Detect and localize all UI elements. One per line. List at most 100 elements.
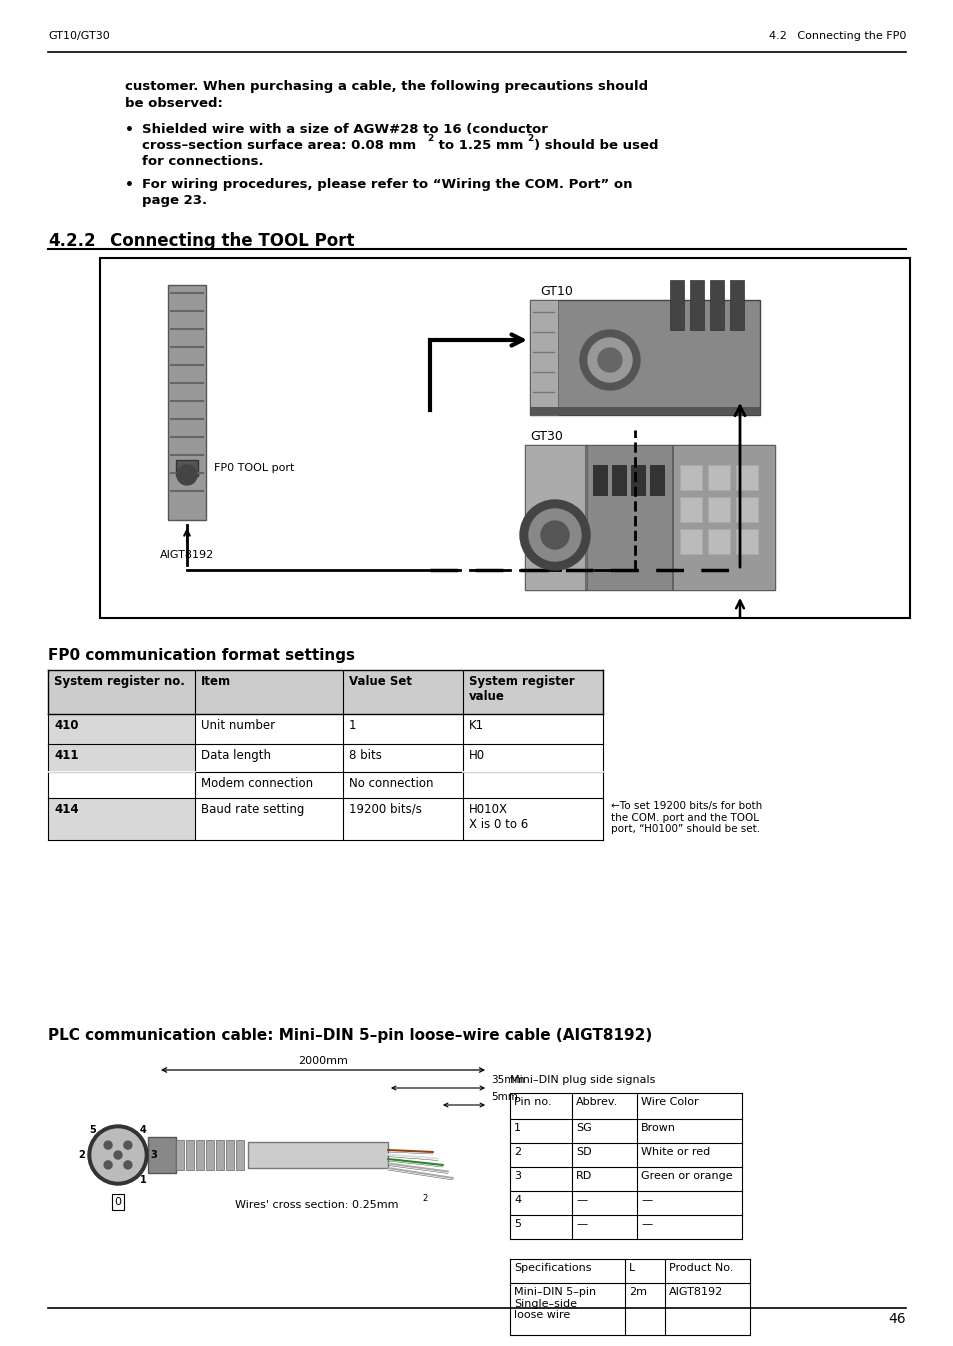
Text: Specifications: Specifications [514, 1263, 591, 1273]
Bar [707, 464, 729, 490]
Text: •: • [125, 122, 133, 137]
Text: Product No.: Product No. [668, 1263, 733, 1273]
Text: GT10/GT30: GT10/GT30 [48, 31, 110, 40]
Text: Abbrev.: Abbrev. [576, 1097, 618, 1106]
Text: White or red: White or red [640, 1147, 709, 1158]
Text: AIGT8192: AIGT8192 [668, 1287, 722, 1298]
Bar [612, 464, 625, 495]
Text: 1: 1 [514, 1123, 520, 1133]
Text: 3: 3 [514, 1171, 520, 1180]
Bar [235, 1140, 244, 1170]
Bar [248, 1141, 388, 1168]
Bar [679, 464, 701, 490]
Bar [735, 497, 758, 522]
Circle shape [104, 1141, 112, 1149]
Text: For wiring procedures, please refer to “Wiring the COM. Port” on: For wiring procedures, please refer to “… [142, 178, 632, 191]
Text: Brown: Brown [640, 1123, 676, 1133]
Text: 4.2   Connecting the FP0: 4.2 Connecting the FP0 [768, 31, 905, 40]
Bar [593, 464, 606, 495]
Bar [175, 1140, 184, 1170]
Text: H0: H0 [469, 748, 485, 762]
Text: Mini–DIN plug side signals: Mini–DIN plug side signals [510, 1075, 655, 1085]
Text: Green or orange: Green or orange [640, 1171, 732, 1180]
Bar [226, 1140, 233, 1170]
Text: AIGT8192: AIGT8192 [160, 551, 213, 560]
Text: Baud rate setting: Baud rate setting [201, 804, 304, 816]
Text: 5: 5 [89, 1124, 96, 1135]
Text: 2000mm: 2000mm [297, 1057, 348, 1066]
Circle shape [124, 1141, 132, 1149]
Circle shape [177, 464, 196, 485]
Text: 2: 2 [514, 1147, 520, 1158]
Bar [206, 1140, 213, 1170]
Text: Unit number: Unit number [201, 719, 274, 732]
Text: ) should be used: ) should be used [534, 139, 658, 152]
Text: 5mm: 5mm [491, 1092, 517, 1102]
Text: Data length: Data length [201, 748, 271, 762]
Text: 2: 2 [421, 1194, 427, 1203]
Text: K1: K1 [469, 719, 483, 732]
Bar [530, 406, 760, 415]
Bar [48, 713, 194, 744]
Text: GT10: GT10 [539, 285, 572, 297]
Text: 0: 0 [114, 1197, 121, 1207]
Bar [100, 258, 909, 618]
Bar [707, 529, 729, 555]
Circle shape [91, 1129, 144, 1180]
Text: Item: Item [201, 674, 231, 688]
Text: System register
value: System register value [469, 674, 574, 703]
Bar [689, 280, 703, 330]
Bar [168, 285, 206, 520]
Circle shape [529, 509, 580, 561]
Bar [707, 497, 729, 522]
Text: SD: SD [576, 1147, 591, 1158]
Text: Wires' cross section: 0.25mm: Wires' cross section: 0.25mm [234, 1201, 398, 1210]
Bar [672, 446, 774, 590]
Text: —: — [640, 1195, 652, 1205]
Bar [735, 529, 758, 555]
Bar [524, 446, 774, 590]
Bar [729, 280, 743, 330]
Text: ←To set 19200 bits/s for both
the COM. port and the TOOL
port, “H0100” should be: ←To set 19200 bits/s for both the COM. p… [610, 801, 761, 835]
Text: Mini–DIN 5–pin
Single–side
loose wire: Mini–DIN 5–pin Single–side loose wire [514, 1287, 596, 1320]
Text: RD: RD [576, 1171, 592, 1180]
Text: 1: 1 [140, 1175, 147, 1186]
Bar [215, 1140, 224, 1170]
Text: page 23.: page 23. [142, 194, 207, 207]
Text: No connection: No connection [349, 777, 433, 790]
Text: to 1.25 mm: to 1.25 mm [434, 139, 523, 152]
Circle shape [124, 1160, 132, 1168]
Bar [524, 446, 584, 590]
Bar [48, 798, 194, 840]
Text: 2: 2 [427, 135, 433, 143]
Bar [510, 1093, 741, 1119]
Bar [630, 464, 644, 495]
Text: cross–section surface area: 0.08 mm: cross–section surface area: 0.08 mm [142, 139, 416, 152]
Text: 410: 410 [54, 719, 78, 732]
Text: customer. When purchasing a cable, the following precautions should: customer. When purchasing a cable, the f… [125, 79, 647, 93]
Bar [195, 1140, 204, 1170]
Text: for connections.: for connections. [142, 155, 263, 168]
Text: —: — [576, 1219, 586, 1229]
Text: 2: 2 [78, 1149, 85, 1160]
Text: 4.2.2: 4.2.2 [48, 232, 95, 250]
Text: 4: 4 [514, 1195, 520, 1205]
Bar [649, 464, 663, 495]
Text: •: • [125, 178, 133, 192]
Text: Value Set: Value Set [349, 674, 412, 688]
Text: Wire Color: Wire Color [640, 1097, 698, 1106]
Circle shape [598, 349, 621, 371]
Text: 19200 bits/s: 19200 bits/s [349, 804, 421, 816]
Circle shape [104, 1160, 112, 1168]
Bar [709, 280, 723, 330]
Bar [679, 529, 701, 555]
Text: 4: 4 [140, 1124, 147, 1135]
Text: Connecting the TOOL Port: Connecting the TOOL Port [110, 232, 355, 250]
Text: PLC communication cable: Mini–DIN 5–pin loose–wire cable (AIGT8192): PLC communication cable: Mini–DIN 5–pin … [48, 1028, 652, 1043]
Circle shape [113, 1151, 122, 1159]
Text: SG: SG [576, 1123, 591, 1133]
Text: 46: 46 [887, 1312, 905, 1326]
Text: H010X
X is 0 to 6: H010X X is 0 to 6 [469, 804, 528, 830]
Circle shape [88, 1125, 148, 1184]
Bar [48, 670, 602, 713]
